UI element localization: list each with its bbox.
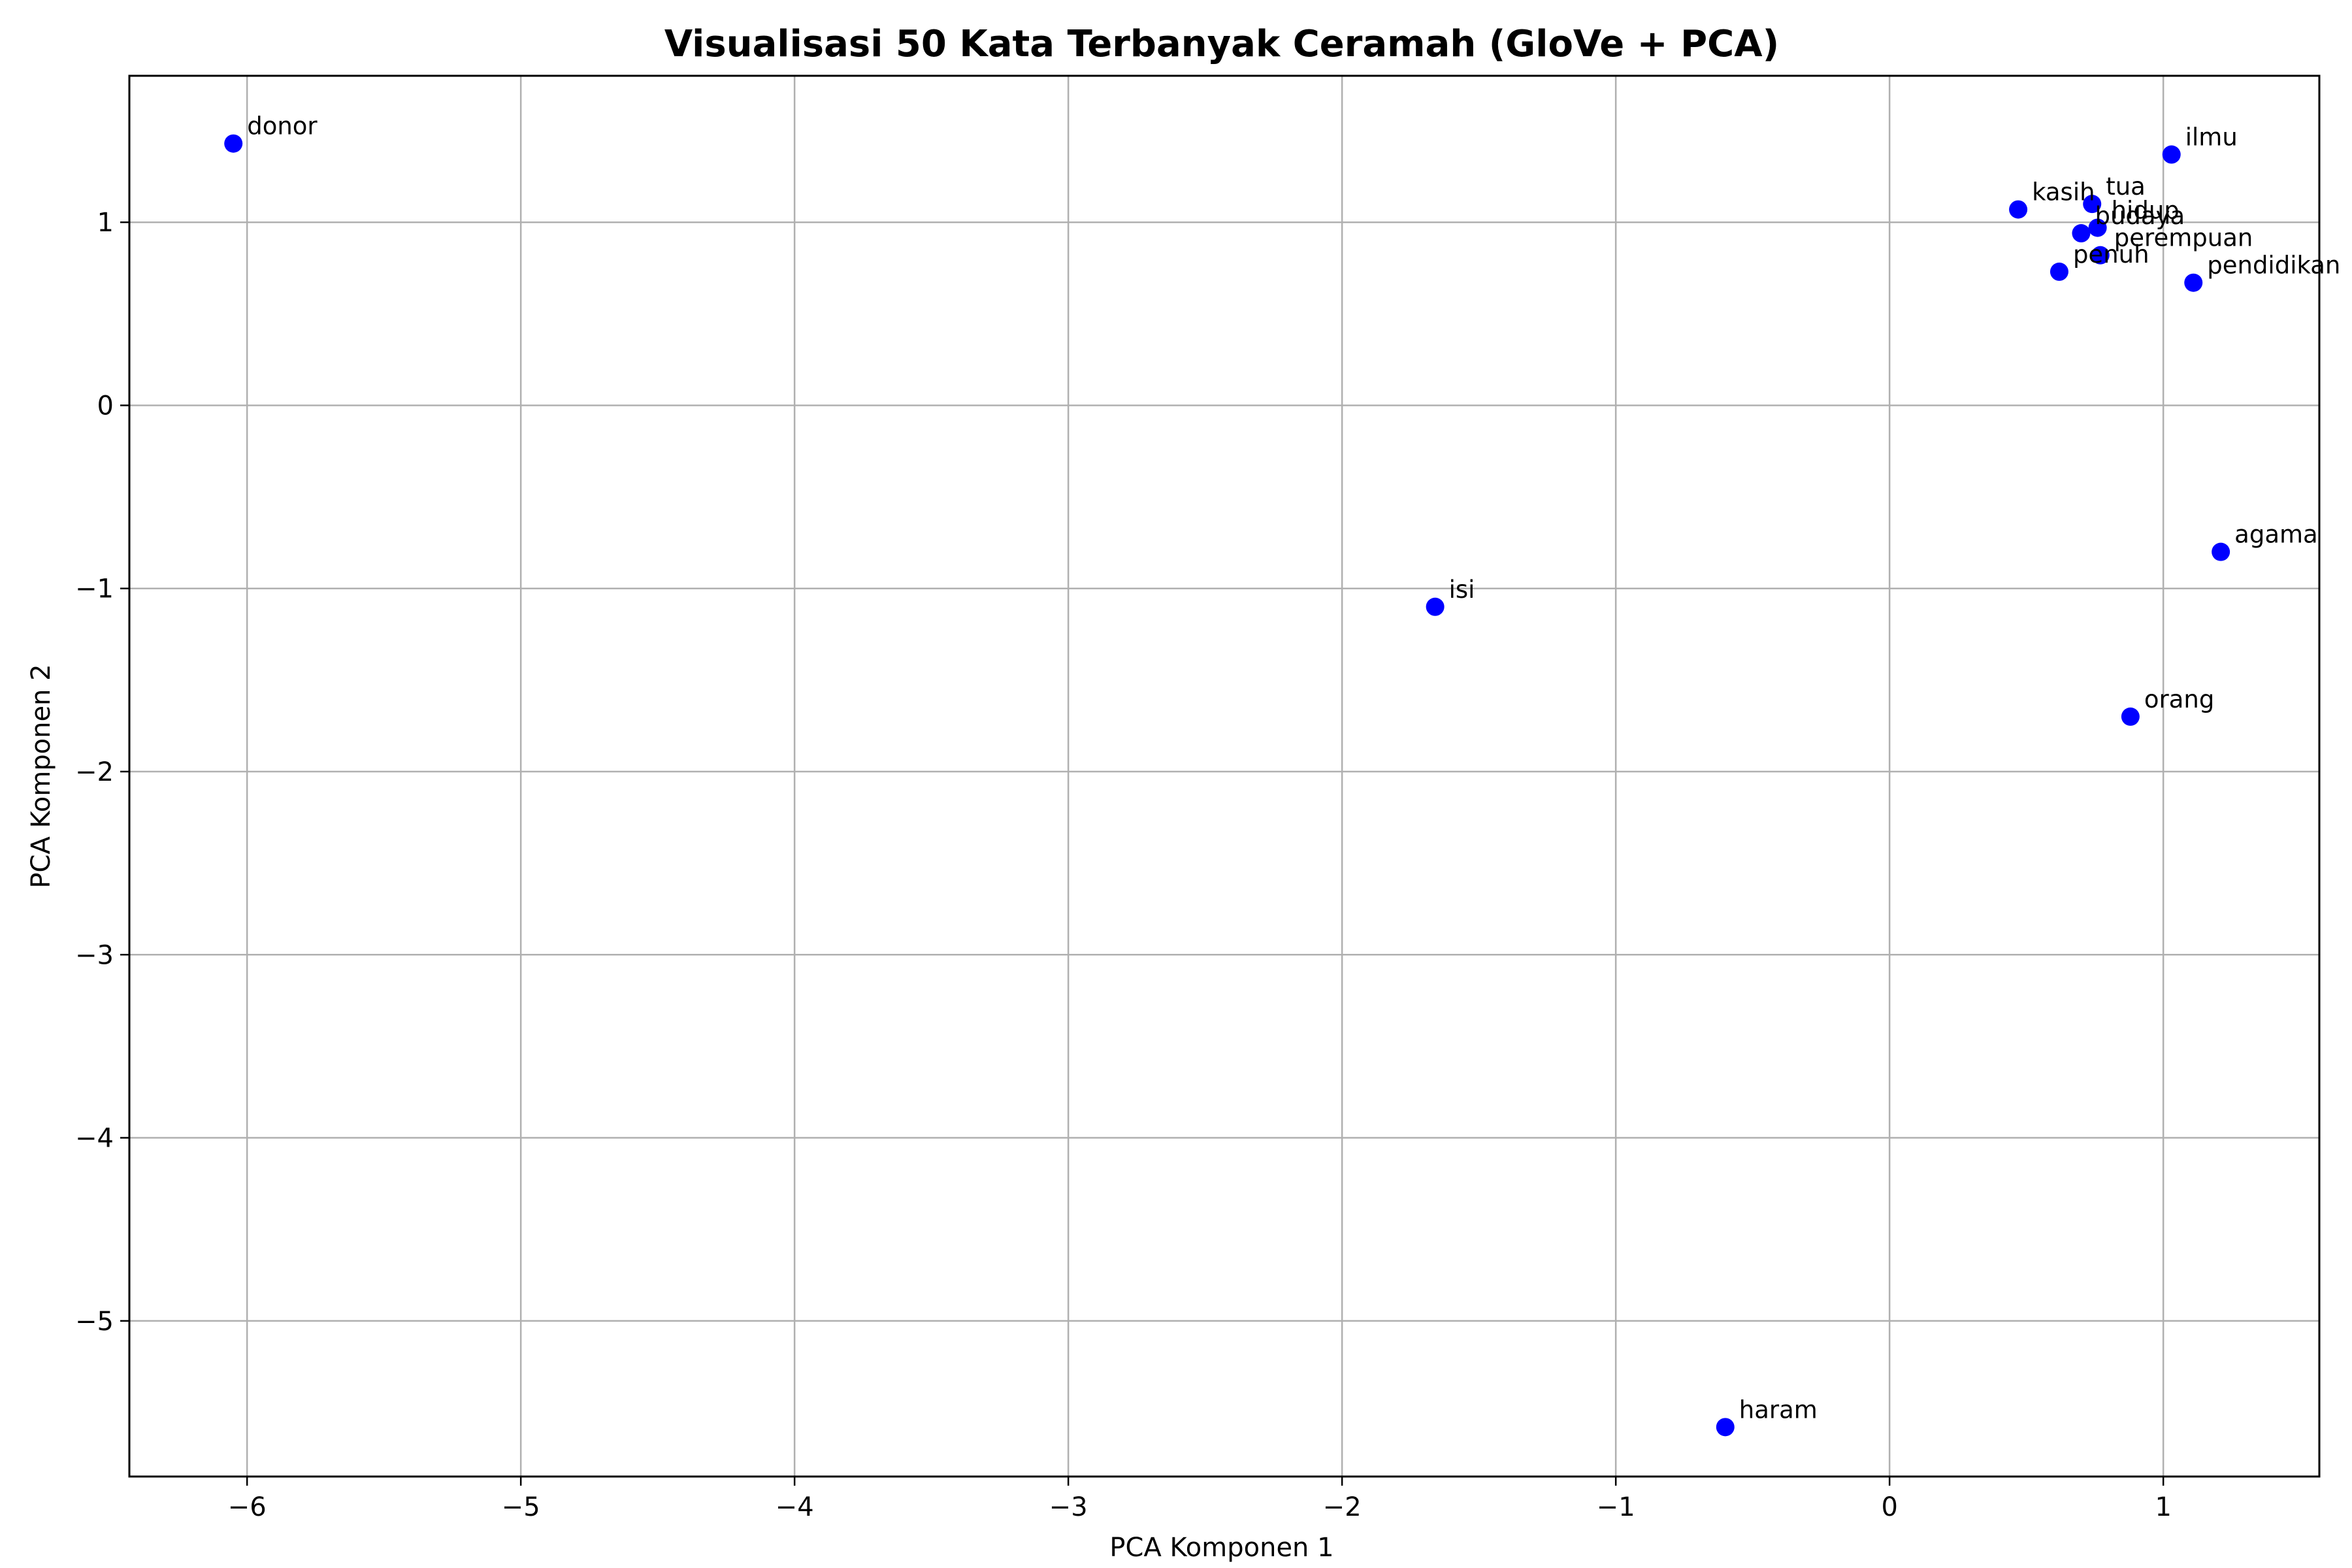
point-label-isi: isi bbox=[1449, 576, 1475, 604]
data-point-budaya bbox=[2072, 224, 2091, 243]
data-point-tua bbox=[2083, 195, 2102, 214]
point-label-agama: agama bbox=[2234, 521, 2318, 549]
y-tick-label: −2 bbox=[75, 757, 114, 787]
data-point-pendidikan bbox=[2184, 273, 2203, 292]
y-tick-label: 1 bbox=[97, 208, 114, 238]
point-label-haram: haram bbox=[1739, 1396, 1818, 1424]
y-tick-label: 0 bbox=[97, 391, 114, 421]
y-tick-label: −3 bbox=[75, 940, 114, 970]
x-tick-label: −1 bbox=[1597, 1492, 1635, 1522]
point-label-kasih: kasih bbox=[2032, 178, 2095, 206]
plot-frame bbox=[128, 74, 2321, 1478]
y-tick-label: −1 bbox=[75, 574, 114, 604]
y-tick-label: −5 bbox=[75, 1307, 114, 1337]
data-point-kasih bbox=[2009, 200, 2028, 219]
x-tick-label: −3 bbox=[1049, 1492, 1088, 1522]
point-label-pendidikan: pendidikan bbox=[2207, 252, 2340, 280]
data-point-hidup bbox=[2088, 218, 2107, 237]
data-point-perempuan bbox=[2091, 246, 2110, 265]
x-tick-label: −6 bbox=[228, 1492, 267, 1522]
y-axis-label: PCA Komponen 2 bbox=[26, 664, 56, 888]
data-point-orang bbox=[2121, 707, 2140, 726]
x-axis-label: PCA Komponen 1 bbox=[1109, 1533, 1333, 1563]
data-point-isi bbox=[1426, 597, 1445, 616]
point-label-penuh: penuh bbox=[2073, 240, 2149, 269]
data-point-ilmu bbox=[2162, 145, 2181, 164]
data-point-agama bbox=[2212, 542, 2230, 561]
point-label-ilmu: ilmu bbox=[2185, 123, 2238, 152]
point-label-budaya: budaya bbox=[2095, 202, 2185, 230]
x-tick-label: −4 bbox=[776, 1492, 814, 1522]
point-label-donor: donor bbox=[247, 112, 318, 140]
data-points: donor ilmu tua kasih hidupbudayaperempuanpen… bbox=[224, 112, 2340, 1437]
x-tick-label: 0 bbox=[1881, 1492, 1897, 1522]
data-point-penuh bbox=[2050, 262, 2068, 281]
x-tick-label: −2 bbox=[1323, 1492, 1362, 1522]
x-tick-label: −5 bbox=[502, 1492, 540, 1522]
chart-title: Visualisasi 50 Kata Terbanyak Ceramah (G… bbox=[664, 23, 1779, 65]
y-axis-ticks: 1 0 −1 −2 −3 −4 −5 bbox=[75, 208, 129, 1337]
grid bbox=[129, 76, 2319, 1477]
data-point-haram bbox=[1716, 1418, 1735, 1437]
point-label-tua: tua bbox=[2106, 172, 2146, 201]
data-point-donor bbox=[224, 134, 243, 153]
x-tick-label: 1 bbox=[2155, 1492, 2171, 1522]
x-axis-ticks: −6 −5 −4 −3 −2 −1 0 1 bbox=[228, 1477, 2172, 1522]
point-label-perempuan: perempuan bbox=[2114, 224, 2253, 252]
point-label-orang: orang bbox=[2144, 685, 2214, 713]
y-tick-label: −4 bbox=[75, 1124, 114, 1154]
point-label-hidup: hidup bbox=[2112, 197, 2180, 225]
